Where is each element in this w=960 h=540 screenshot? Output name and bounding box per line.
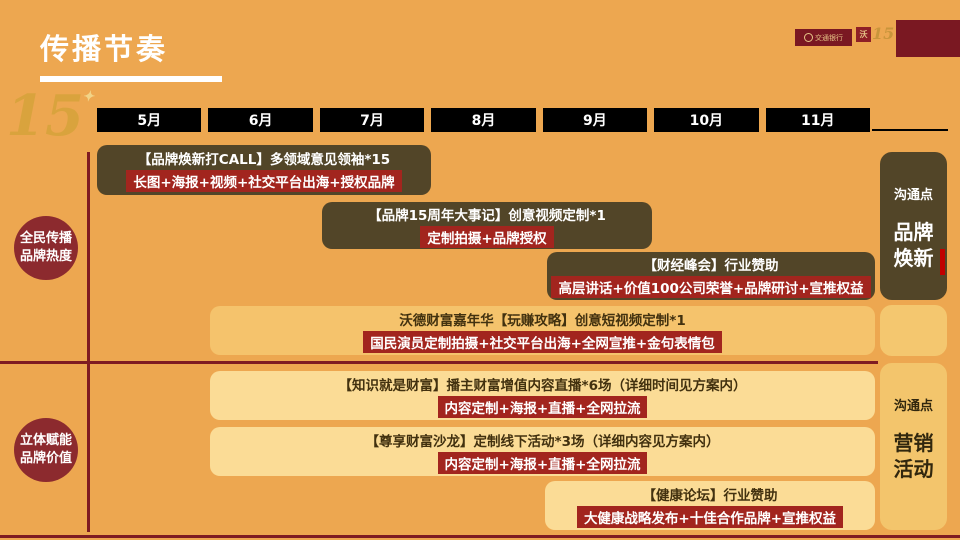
section-label-brand-heat: 全民传播 品牌热度 xyxy=(14,216,78,280)
event-card-finance-summit: 【财经峰会】行业赞助 高层讲话+价值100公司荣誉+品牌研讨+宣推权益 xyxy=(547,252,875,300)
bottom-border-line xyxy=(0,535,960,538)
emblem-logo-icon: 沃 xyxy=(856,27,871,42)
bank-logo-text: 交通银行 xyxy=(815,33,843,42)
event-card-health-forum: 【健康论坛】行业赞助 大健康战略发布+十佳合作品牌+宣推权益 xyxy=(545,481,875,530)
event-title: 【品牌焕新打CALL】多领域意见领袖*15 xyxy=(137,152,391,168)
event-tag: 大健康战略发布+十佳合作品牌+宣推权益 xyxy=(576,505,844,528)
corner-ribbon xyxy=(896,20,960,57)
section-label-brand-value: 立体赋能 品牌价值 xyxy=(14,418,78,482)
timeline-month: 7月 xyxy=(319,108,425,132)
section-divider-line xyxy=(0,361,878,364)
event-tag: 高层讲话+价值100公司荣誉+品牌研讨+宣推权益 xyxy=(551,276,871,298)
event-title: 【财经峰会】行业赞助 xyxy=(643,258,779,274)
timeline-month: 8月 xyxy=(431,108,536,132)
title-underline xyxy=(40,76,222,82)
event-title: 【尊享财富沙龙】定制线下活动*3场（详细内容见方案内） xyxy=(365,433,720,450)
page-title: 传播节奏 xyxy=(40,32,169,66)
event-card-wealth-salon: 【尊享财富沙龙】定制线下活动*3场（详细内容见方案内） 内容定制+海报+直播+全… xyxy=(210,427,875,476)
event-tag: 长图+海报+视频+社交平台出海+授权品牌 xyxy=(126,170,402,192)
anniversary-15-watermark: 15 ✦ xyxy=(6,83,94,149)
anniversary-15-icon: 15 xyxy=(872,24,895,43)
event-title: 【知识就是财富】播主财富增值内容直播*6场（详细时间见方案内） xyxy=(338,377,747,394)
event-card-brand-call: 【品牌焕新打CALL】多领域意见领袖*15 长图+海报+视频+社交平台出海+授权… xyxy=(97,145,431,195)
comm-point-kicker: 沟通点 xyxy=(893,399,933,414)
event-tag: 定制拍摄+品牌授权 xyxy=(420,225,554,248)
timeline-month: 10月 xyxy=(654,108,759,132)
event-card-wealth-carnival: 沃德财富嘉年华【玩赚攻略】创意短视频定制*1 国民演员定制拍摄+社交平台出海+全… xyxy=(210,306,875,355)
timeline-baseline xyxy=(872,129,948,131)
event-tag: 内容定制+海报+直播+全网拉流 xyxy=(437,395,648,418)
sidebar-comm-point-marketing: 沟通点 营销 活动 xyxy=(880,363,947,530)
sidebar-spacer-box xyxy=(880,305,947,356)
event-card-15th-memorabilia: 【品牌15周年大事记】创意视频定制*1 定制拍摄+品牌授权 xyxy=(322,202,652,249)
event-tag: 国民演员定制拍摄+社交平台出海+全网宣推+金句表情包 xyxy=(363,330,722,353)
timeline-month: 11月 xyxy=(765,108,870,132)
timeline-month: 9月 xyxy=(542,108,648,132)
event-tag: 内容定制+海报+直播+全网拉流 xyxy=(437,451,648,474)
event-title: 【健康论坛】行业赞助 xyxy=(642,487,778,504)
comm-point-label: 营销 活动 xyxy=(893,431,934,481)
comm-point-label: 品牌 焕新 xyxy=(880,219,947,275)
timeline-month: 6月 xyxy=(208,108,313,132)
sparkle-icon: ✦ xyxy=(82,89,94,105)
bank-logo: 交通银行 xyxy=(795,29,852,46)
timeline-months: 5月 6月 7月 8月 9月 10月 11月 xyxy=(97,108,870,132)
event-card-knowledge-live: 【知识就是财富】播主财富增值内容直播*6场（详细时间见方案内） 内容定制+海报+… xyxy=(210,371,875,420)
bank-logo-ring-icon xyxy=(804,33,813,42)
event-title: 【品牌15周年大事记】创意视频定制*1 xyxy=(368,207,606,224)
vertical-guide-line xyxy=(87,152,90,532)
event-title: 沃德财富嘉年华【玩赚攻略】创意短视频定制*1 xyxy=(399,312,686,329)
red-accent-bar xyxy=(940,249,945,275)
comm-point-kicker: 沟通点 xyxy=(893,188,933,203)
timeline-month: 5月 xyxy=(97,108,202,132)
sidebar-comm-point-brand-renew: 沟通点 品牌 焕新 xyxy=(880,152,947,300)
